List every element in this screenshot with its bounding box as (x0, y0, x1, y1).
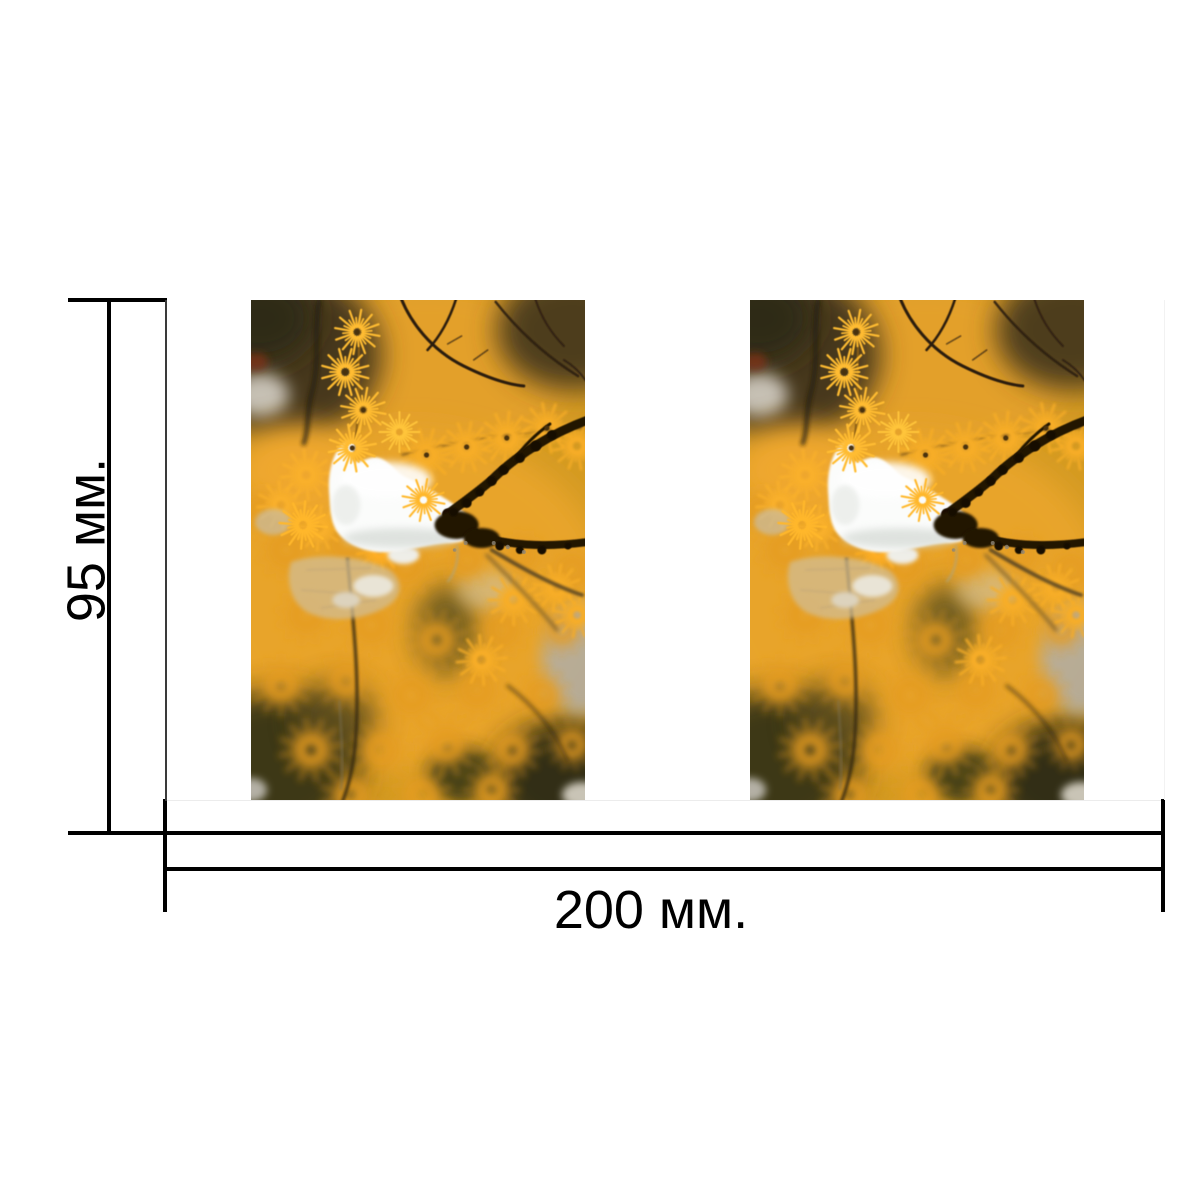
sheet-bottom-edge-line (68, 831, 1165, 835)
height-dimension-top-cap (68, 298, 167, 302)
width-dimension-label: 200 мм. (553, 880, 749, 940)
width-dimension-line (165, 867, 1165, 871)
sheet-left-edge-line (165, 300, 167, 801)
larch-photo-artwork (251, 300, 585, 800)
width-dimension-right-tick (1161, 799, 1165, 912)
height-dimension-label: 95 мм. (56, 457, 117, 623)
larch-photo-artwork (750, 300, 1084, 800)
width-dimension-left-tick (163, 799, 167, 912)
larch-photo-print-1 (251, 300, 585, 800)
height-dimension-line (107, 299, 111, 835)
sheet-bottom-faint-line (167, 800, 1161, 801)
sheet-right-faint-line (1164, 300, 1165, 800)
larch-photo-print-2 (750, 300, 1084, 800)
